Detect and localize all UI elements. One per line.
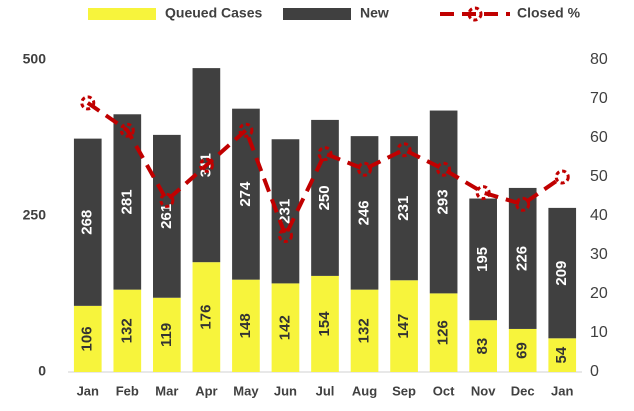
x-tick-label: Dec	[511, 383, 535, 398]
line-marker	[80, 95, 96, 111]
y2-tick-label: 60	[590, 129, 608, 146]
data-label: 154	[316, 311, 333, 337]
x-tick-label: Jul	[316, 383, 335, 398]
bar	[271, 283, 300, 372]
data-label: 281	[118, 189, 135, 214]
data-label: 209	[553, 261, 570, 286]
bar	[390, 280, 418, 372]
x-tick-label: Sep	[392, 383, 416, 398]
legend-label: Queued Cases	[165, 5, 262, 21]
y2-tick-label: 30	[590, 246, 608, 263]
data-label: 147	[395, 314, 412, 339]
x-tick-label: Jan	[77, 383, 99, 398]
data-label: 261	[158, 204, 175, 229]
data-label: 142	[276, 315, 293, 340]
bar	[429, 293, 458, 372]
bar	[73, 305, 102, 372]
data-label: 293	[435, 189, 452, 214]
bar	[153, 134, 181, 298]
line-marker	[396, 142, 412, 158]
data-label: 54	[553, 346, 570, 363]
bar	[548, 207, 577, 339]
x-tick-label: Jun	[274, 383, 297, 398]
x-tick-label: Jan	[551, 383, 573, 398]
bar	[350, 136, 379, 290]
bar	[390, 136, 418, 281]
line-marker	[475, 185, 491, 201]
line-marker	[436, 161, 452, 177]
bar	[469, 320, 497, 372]
x-tick-label: Feb	[116, 383, 139, 398]
y2-tick-label: 20	[590, 285, 608, 302]
line-marker	[119, 122, 135, 138]
data-label: 231	[395, 196, 412, 221]
legend-label: Closed %	[517, 5, 581, 21]
line-marker	[317, 146, 333, 162]
x-tick-label: Mar	[155, 383, 178, 398]
y2-tick-label: 40	[590, 207, 608, 224]
y2-tick-label: 80	[590, 51, 608, 68]
bar	[311, 275, 339, 372]
data-label: 268	[79, 210, 96, 235]
bar	[153, 297, 181, 372]
data-label: 246	[356, 200, 373, 225]
data-label: 250	[316, 185, 333, 210]
data-label: 226	[514, 246, 531, 271]
bar	[73, 138, 102, 306]
data-label: 231	[276, 199, 293, 224]
line-marker	[198, 157, 214, 173]
line-marker	[159, 192, 175, 208]
bar	[311, 119, 339, 276]
line-marker	[515, 196, 531, 212]
x-tick-label: Apr	[195, 383, 217, 398]
data-label: 132	[118, 318, 135, 343]
line-marker	[238, 122, 254, 138]
y-tick-label: 0	[38, 363, 46, 379]
bar	[113, 114, 142, 290]
data-label: 132	[356, 318, 373, 343]
data-label: 83	[474, 338, 491, 355]
bar	[192, 262, 221, 372]
x-tick-label: Oct	[433, 383, 455, 398]
legend-swatch	[88, 8, 156, 20]
y-tick-label: 500	[23, 51, 47, 67]
line-marker	[357, 161, 373, 177]
legend-label: New	[360, 5, 389, 21]
bar	[113, 289, 142, 372]
bar	[469, 198, 497, 321]
y2-tick-label: 0	[590, 363, 599, 380]
data-label: 106	[79, 326, 96, 351]
bar	[548, 338, 577, 372]
line-marker	[554, 169, 570, 185]
data-label: 176	[197, 305, 214, 330]
y-tick-label: 250	[23, 207, 47, 223]
bar	[350, 289, 379, 372]
x-tick-label: Nov	[471, 383, 496, 398]
y2-tick-label: 10	[590, 324, 608, 341]
data-label: 274	[237, 181, 254, 207]
bar	[429, 110, 458, 294]
y2-tick-label: 70	[590, 90, 608, 107]
data-label: 195	[474, 247, 491, 272]
data-label: 126	[435, 320, 452, 345]
x-tick-label: May	[233, 383, 259, 398]
y2-tick-label: 50	[590, 168, 608, 185]
legend-marker	[467, 6, 483, 22]
data-label: 119	[158, 323, 175, 347]
bar	[508, 328, 537, 372]
data-label: 69	[514, 342, 531, 359]
legend-swatch	[283, 8, 351, 20]
x-tick-label: Aug	[352, 383, 377, 398]
line-marker	[277, 228, 293, 243]
data-label: 148	[237, 313, 254, 338]
bar	[232, 279, 260, 372]
